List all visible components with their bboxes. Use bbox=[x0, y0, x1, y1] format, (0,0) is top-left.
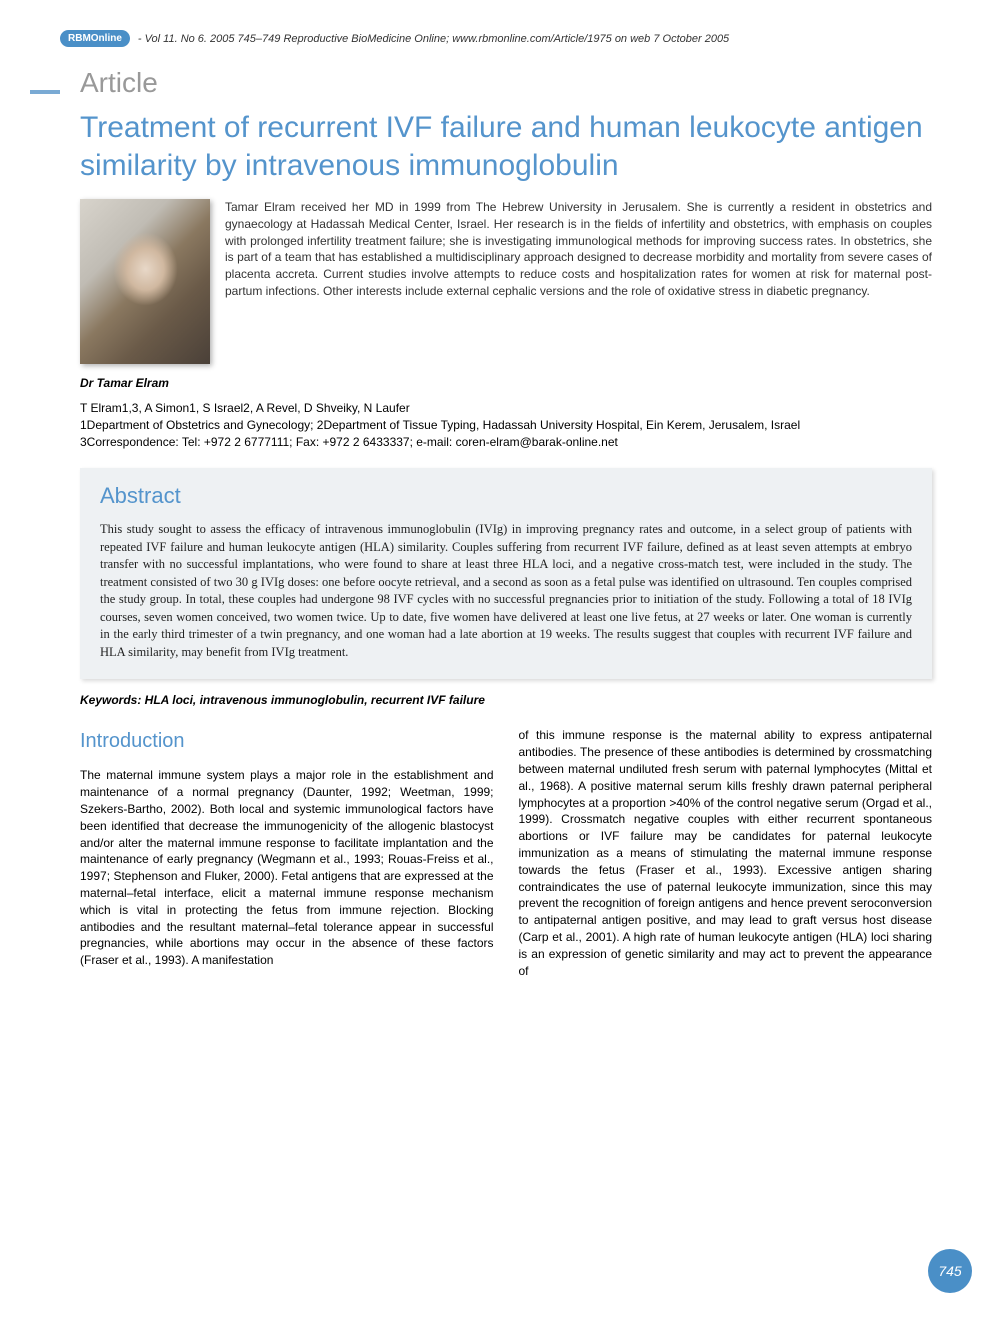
affiliation-block: T Elram1,3, A Simon1, S Israel2, A Revel… bbox=[80, 400, 932, 450]
author-bio-block: Tamar Elram received her MD in 1999 from… bbox=[80, 199, 932, 364]
abstract-text: This study sought to assess the efficacy… bbox=[100, 521, 912, 661]
introduction-col1-text: The maternal immune system plays a major… bbox=[80, 767, 494, 969]
body-columns: Introduction The maternal immune system … bbox=[80, 727, 932, 979]
affiliation-1: 1Department of Obstetrics and Gynecology… bbox=[80, 417, 932, 434]
author-caption: Dr Tamar Elram bbox=[80, 376, 932, 390]
authors-line: T Elram1,3, A Simon1, S Israel2, A Revel… bbox=[80, 400, 932, 417]
abstract-heading: Abstract bbox=[100, 483, 912, 509]
citation-text: - Vol 11. No 6. 2005 745–749 Reproductiv… bbox=[138, 33, 729, 45]
page: RBMOnline - Vol 11. No 6. 2005 745–749 R… bbox=[0, 0, 992, 1323]
rbm-badge: RBMOnline bbox=[60, 30, 130, 47]
abstract-box: Abstract This study sought to assess the… bbox=[80, 468, 932, 679]
author-bio-text: Tamar Elram received her MD in 1999 from… bbox=[225, 199, 932, 364]
introduction-heading: Introduction bbox=[80, 727, 494, 755]
column-left: Introduction The maternal immune system … bbox=[80, 727, 494, 979]
keywords-line: Keywords: HLA loci, intravenous immunogl… bbox=[80, 693, 932, 707]
introduction-col2-text: of this immune response is the maternal … bbox=[519, 727, 933, 979]
page-number-badge: 745 bbox=[928, 1249, 972, 1293]
article-label: Article bbox=[80, 67, 932, 99]
article-title: Treatment of recurrent IVF failure and h… bbox=[80, 109, 932, 184]
affiliation-2: 3Correspondence: Tel: +972 2 6777111; Fa… bbox=[80, 434, 932, 451]
author-photo bbox=[80, 199, 210, 364]
column-right: of this immune response is the maternal … bbox=[519, 727, 933, 979]
side-accent-tab bbox=[30, 90, 60, 94]
journal-header: RBMOnline - Vol 11. No 6. 2005 745–749 R… bbox=[60, 30, 932, 47]
